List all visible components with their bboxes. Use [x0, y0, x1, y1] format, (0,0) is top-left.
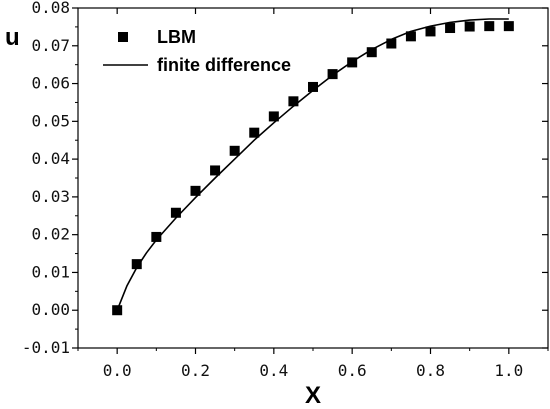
y-tick-label: 0.03: [31, 187, 70, 206]
legend: LBM finite difference: [103, 27, 291, 75]
legend-lbm-marker: [118, 32, 128, 42]
legend-lbm-label: LBM: [157, 27, 196, 47]
lbm-data-point: [464, 21, 475, 32]
plot-area: [77, 7, 549, 349]
lbm-data-point: [386, 38, 397, 49]
y-axis-ticks: -0.01 0.00 0.01 0.02 0.03 0.04 0.05 0.06 0.07 0.0…: [22, 0, 548, 357]
lbm-data-point: [112, 305, 123, 316]
plot-frame: [77, 7, 549, 349]
y-tick-label: 0.05: [31, 111, 70, 130]
series-layer: [112, 18, 514, 316]
lbm-data-point: [347, 57, 358, 68]
x-tick-label: 0.2: [181, 361, 210, 380]
y-tick-label: -0.01: [22, 338, 70, 357]
lbm-data-point: [503, 21, 514, 32]
y-tick-label: 0.08: [31, 0, 70, 17]
lbm-data-point: [170, 207, 181, 218]
lbm-data-point: [249, 127, 260, 138]
lbm-data-point: [405, 31, 416, 42]
lbm-data-point: [327, 69, 338, 80]
x-tick-label: 0.6: [338, 361, 367, 380]
lbm-data-point: [210, 165, 221, 176]
lbm-data-point: [131, 259, 142, 270]
y-tick-label: 0.00: [31, 300, 70, 319]
x-tick-label: 1.0: [494, 361, 523, 380]
lbm-data-point: [445, 23, 456, 34]
legend-finite-difference-label: finite difference: [157, 55, 291, 75]
lbm-data-point: [190, 185, 201, 196]
lbm-data-point: [366, 47, 377, 58]
y-tick-label: 0.07: [31, 36, 70, 55]
y-tick-label: 0.02: [31, 225, 70, 244]
x-axis-ticks: 0.0 0.2 0.4 0.6 0.8 1.0: [77, 8, 549, 380]
x-tick-label: 0.0: [103, 361, 132, 380]
x-tick-label: 0.8: [416, 361, 445, 380]
lbm-data-point: [484, 21, 495, 32]
lbm-data-point: [151, 231, 162, 242]
y-tick-label: 0.06: [31, 74, 70, 93]
y-tick-label: 0.04: [31, 149, 70, 168]
lbm-data-point: [268, 111, 279, 122]
lbm-data-point: [308, 81, 318, 92]
lbm-data-point: [288, 96, 299, 107]
y-axis-title: u: [5, 24, 20, 51]
y-tick-label: 0.01: [31, 262, 70, 281]
x-tick-label: 0.4: [259, 361, 288, 380]
lbm-data-point: [425, 26, 436, 37]
x-axis-title: X: [305, 382, 321, 409]
lbm-data-point: [229, 145, 240, 156]
